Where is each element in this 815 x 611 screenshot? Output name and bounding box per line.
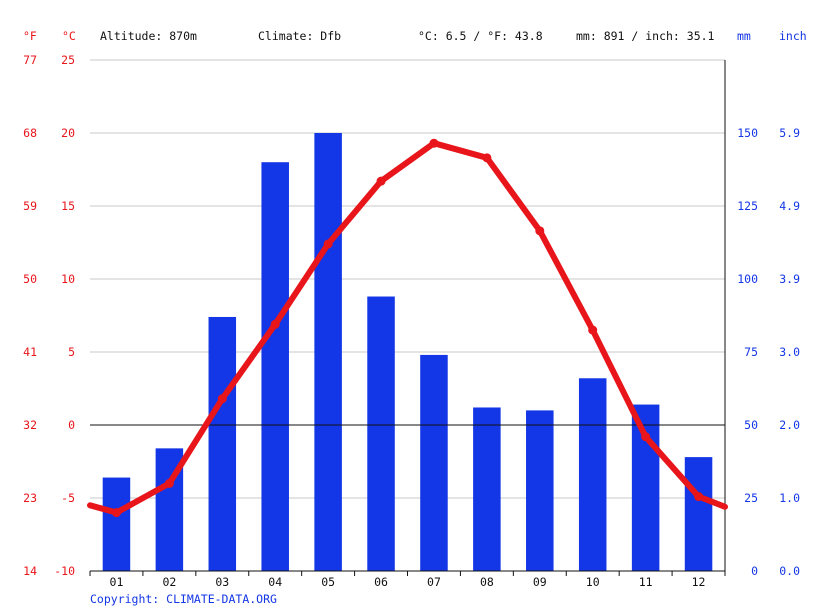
tick-labels: -10 14 -5 23 0 32 5 41 10 50 15 59 20 68 25 77 0 0.0 25 1.0…: [23, 53, 800, 589]
month-tick-label: 02: [162, 575, 176, 589]
celsius-tick-label: 25: [61, 53, 75, 67]
month-tick-label: 12: [692, 575, 706, 589]
temperature-point: [429, 138, 439, 148]
millimeter-unit-label: mm: [737, 29, 751, 43]
temperature-point: [164, 478, 174, 488]
fahrenheit-tick-label: 77: [23, 53, 37, 67]
average-temperature-label: °C: 6.5 / °F: 43.8: [418, 29, 543, 43]
precipitation-bar: [367, 296, 395, 571]
millimeter-tick-label: 125: [737, 199, 758, 213]
climate-label: Climate: Dfb: [258, 29, 341, 43]
inch-tick-label: 2.0: [779, 418, 800, 432]
millimeter-tick-label: 25: [744, 491, 758, 505]
month-tick-label: 03: [215, 575, 229, 589]
precipitation-bar: [473, 407, 501, 571]
precipitation-bar: [208, 316, 237, 571]
month-tick-label: 09: [533, 575, 547, 589]
fahrenheit-tick-label: 41: [23, 345, 37, 359]
temperature-point: [323, 239, 333, 249]
month-tick-label: 07: [427, 575, 441, 589]
grid-lines: [90, 59, 725, 572]
precipitation-bar: [684, 457, 713, 571]
celsius-tick-label: 5: [68, 345, 75, 359]
month-tick-label: 01: [110, 575, 124, 589]
celsius-tick-label: -5: [61, 491, 75, 505]
celsius-tick-label: 0: [68, 418, 75, 432]
celsius-tick-label: 10: [61, 272, 75, 286]
celsius-tick-label: 15: [61, 199, 75, 213]
precipitation-bars: [102, 133, 713, 571]
month-tick-label: 08: [480, 575, 494, 589]
temperature-polyline: [87, 140, 728, 516]
millimeter-tick-label: 100: [737, 272, 758, 286]
fahrenheit-tick-label: 23: [23, 491, 37, 505]
temperature-point: [535, 226, 545, 236]
millimeter-tick-label: 0: [751, 564, 758, 578]
fahrenheit-unit-label: °F: [23, 29, 37, 43]
month-tick-label: 04: [268, 575, 282, 589]
temperature-point: [376, 176, 386, 186]
month-tick-label: 11: [639, 575, 653, 589]
millimeter-tick-label: 75: [744, 345, 758, 359]
celsius-tick-label: -10: [54, 564, 75, 578]
millimeter-tick-label: 150: [737, 126, 758, 140]
fahrenheit-tick-label: 50: [23, 272, 37, 286]
fahrenheit-tick-label: 14: [23, 564, 37, 578]
month-tick-label: 05: [321, 575, 335, 589]
precipitation-bar: [631, 404, 660, 571]
precipitation-bar: [261, 162, 289, 571]
temperature-point: [482, 153, 492, 163]
inch-tick-label: 3.0: [779, 345, 800, 359]
precipitation-bar: [420, 354, 448, 571]
altitude-label: Altitude: 870m: [100, 29, 197, 43]
inch-unit-label: inch: [779, 29, 807, 43]
temperature-point: [588, 325, 598, 335]
inch-tick-label: 4.9: [779, 199, 800, 213]
precipitation-bar: [526, 410, 554, 571]
inch-tick-label: 1.0: [779, 491, 800, 505]
temperature-point: [270, 319, 280, 329]
fahrenheit-tick-label: 68: [23, 126, 37, 140]
axes: [89, 60, 726, 576]
inch-tick-label: 0.0: [779, 564, 800, 578]
climate-chart: °F °C Altitude: 870m Climate: Dfb °C: 6.…: [23, 29, 807, 589]
temperature-line: [87, 138, 728, 518]
millimeter-tick-label: 50: [744, 418, 758, 432]
celsius-tick-label: 20: [61, 126, 75, 140]
fahrenheit-tick-label: 32: [23, 418, 37, 432]
temperature-point: [217, 394, 227, 404]
celsius-unit-label: °C: [62, 29, 76, 43]
total-precipitation-label: mm: 891 / inch: 35.1: [576, 29, 715, 43]
copyright-label: Copyright: CLIMATE-DATA.ORG: [90, 592, 277, 606]
inch-tick-label: 3.9: [779, 272, 800, 286]
temperature-point: [641, 432, 651, 442]
temperature-point: [111, 508, 121, 518]
month-tick-label: 06: [374, 575, 388, 589]
precipitation-bar: [314, 133, 342, 571]
fahrenheit-tick-label: 59: [23, 199, 37, 213]
inch-tick-label: 5.9: [779, 126, 800, 140]
precipitation-bar: [578, 378, 607, 571]
precipitation-bar: [102, 477, 131, 571]
month-tick-label: 10: [586, 575, 600, 589]
temperature-point: [694, 492, 704, 502]
